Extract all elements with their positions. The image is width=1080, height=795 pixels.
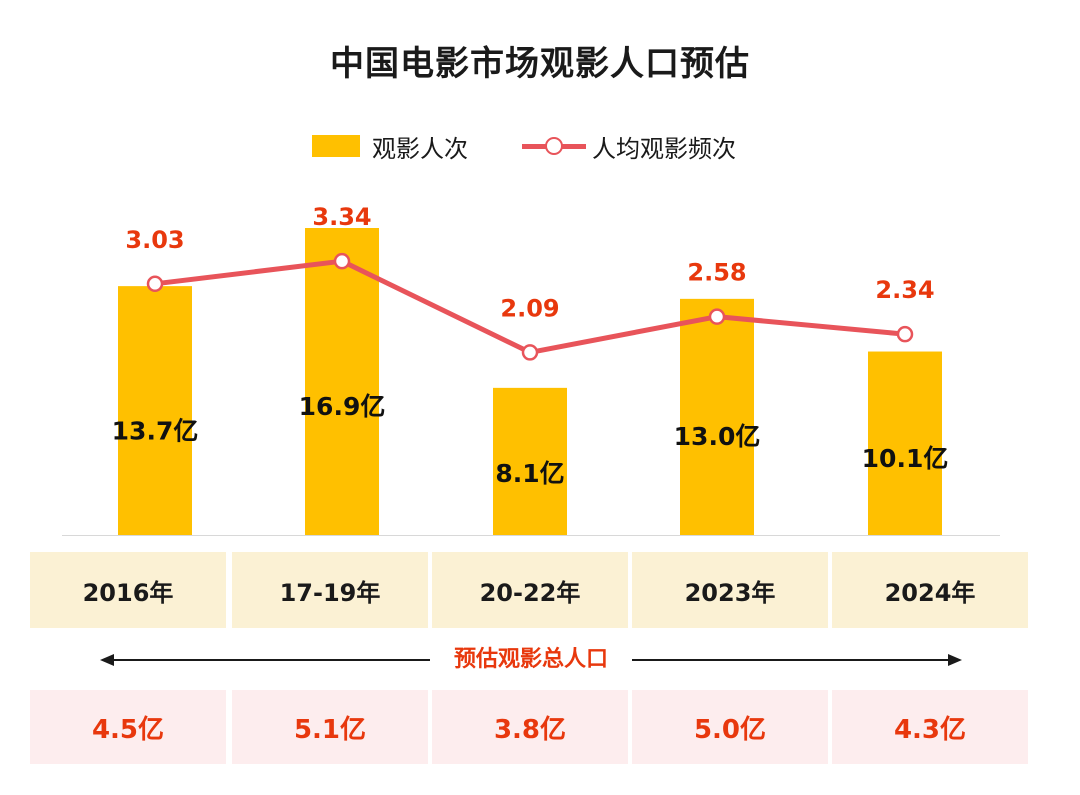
bar-value-label-3: 13.0亿 — [674, 422, 761, 451]
population-cell-1: 5.1亿 — [232, 690, 428, 764]
year-cell-1: 17-19年 — [232, 552, 428, 628]
population-cell-4: 4.3亿 — [832, 690, 1028, 764]
bar-2 — [493, 387, 567, 535]
year-cell-4: 2024年 — [832, 552, 1028, 628]
bar-4 — [868, 351, 942, 535]
population-arrow — [100, 646, 962, 674]
legend-item-line: 人均观影频次 — [522, 126, 736, 166]
year-cell-2: 20-22年 — [432, 552, 628, 628]
legend-bar-label: 观影人次 — [372, 134, 468, 163]
line-point-1 — [333, 252, 351, 270]
chart-plot: 13.7亿 16.9亿 8.1亿 13.0亿 10.1亿 3.03 3.34 2.09 2.58… — [62, 203, 1000, 536]
bar-value-label-2: 8.1亿 — [495, 459, 564, 488]
line-value-label-3: 2.58 — [687, 259, 746, 287]
line-value-label-0: 3.03 — [125, 226, 184, 254]
bar-0 — [118, 286, 192, 535]
line-value-label-4: 2.34 — [875, 276, 934, 304]
line-value-label-1: 3.34 — [312, 203, 371, 231]
legend-bar-swatch — [312, 135, 360, 157]
line-point-2 — [521, 344, 539, 361]
year-cell-3: 2023年 — [632, 552, 828, 628]
bar-value-label-0: 13.7亿 — [112, 416, 199, 445]
bar-1 — [305, 228, 379, 535]
line-point-0 — [146, 275, 164, 293]
population-cell-2: 3.8亿 — [432, 690, 628, 764]
legend-line-swatch — [522, 135, 586, 157]
population-cell-3: 5.0亿 — [632, 690, 828, 764]
chart-title: 中国电影市场观影人口预估 — [330, 44, 750, 84]
bar-value-label-4: 10.1亿 — [862, 444, 949, 473]
year-cell-0: 2016年 — [30, 552, 226, 628]
line-value-label-2: 2.09 — [500, 294, 559, 322]
legend-item-bar: 观影人次 — [312, 126, 468, 166]
line-point-3 — [708, 308, 726, 325]
line-point-4 — [896, 325, 914, 343]
population-row-label: 预估观影总人口 — [453, 647, 608, 672]
legend-line-label: 人均观影频次 — [592, 134, 736, 163]
bar-3 — [680, 298, 754, 535]
bar-value-label-1: 16.9亿 — [299, 392, 386, 421]
legend: 观影人次 人均观影频次 — [0, 126, 1080, 166]
population-cell-0: 4.5亿 — [30, 690, 226, 764]
